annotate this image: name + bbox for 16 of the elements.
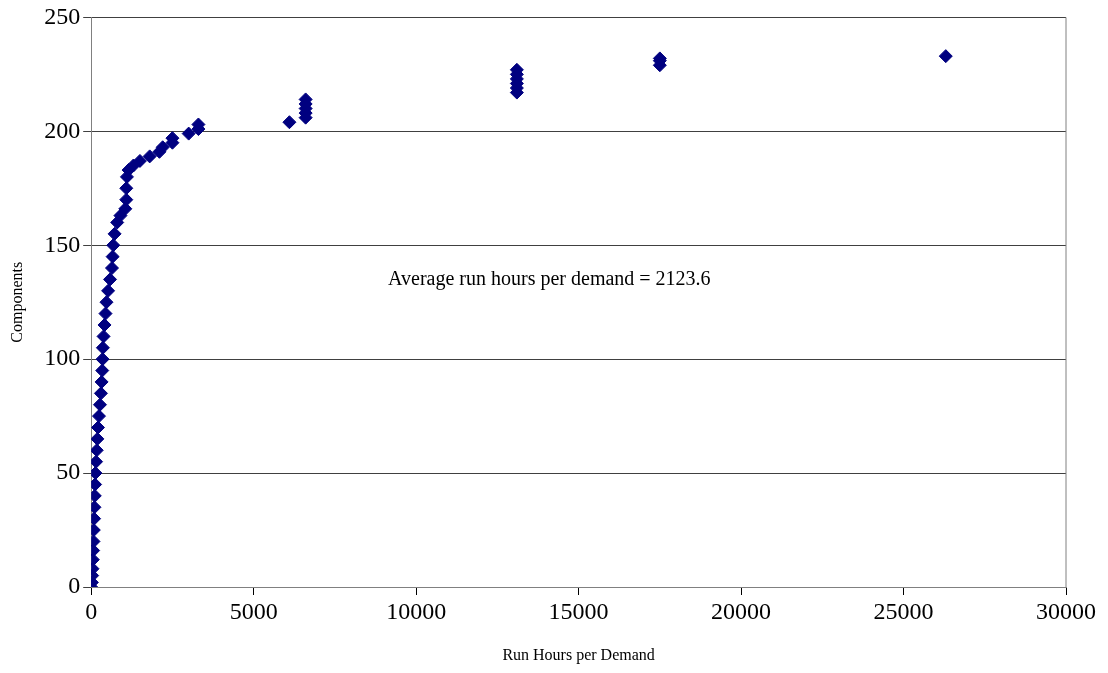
annotation: Average run hours per demand = 2123.6	[388, 266, 711, 290]
x-tick-label: 10000	[386, 597, 447, 624]
x-tick-label: 20000	[711, 597, 772, 624]
y-tick-label: 50	[56, 458, 81, 485]
y-tick-label: 250	[44, 2, 81, 29]
x-tick-label: 15000	[548, 597, 609, 624]
y-tick-label: 200	[44, 116, 81, 143]
y-axis-title: Components	[7, 261, 26, 343]
x-tick-label: 30000	[1036, 597, 1096, 624]
y-tick-label: 150	[44, 230, 81, 257]
x-tick-label: 25000	[873, 597, 934, 624]
y-tick-label: 0	[68, 572, 81, 599]
x-tick-label: 5000	[229, 597, 278, 624]
x-tick-label: 0	[85, 597, 98, 624]
x-axis-title: Run Hours per Demand	[502, 645, 655, 664]
y-tick-label: 100	[44, 344, 81, 371]
